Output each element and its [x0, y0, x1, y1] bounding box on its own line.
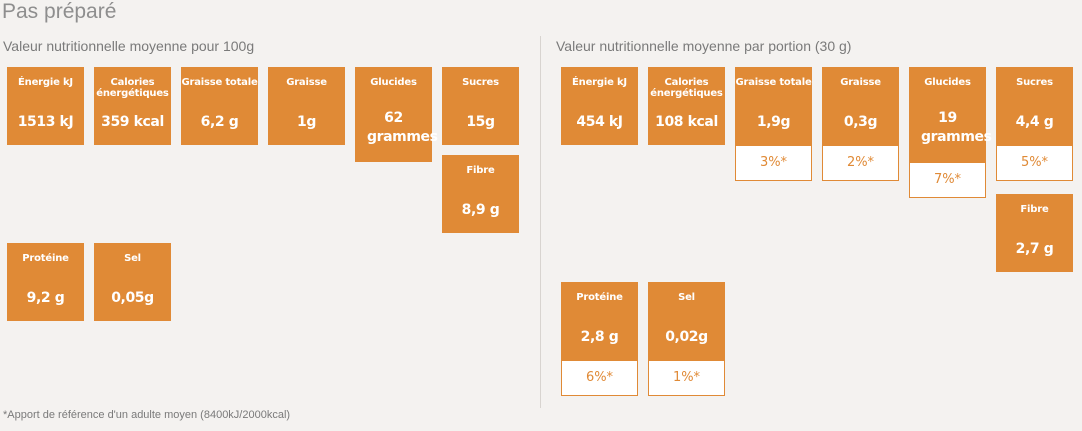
per100g-sugars-box: Sucres 15g [442, 67, 519, 145]
portion-calories-label: Calories énergétiques [650, 77, 723, 99]
portion-protein-value: 2,8 g [580, 329, 619, 345]
per100g-fat-box: Graisse 1g [268, 67, 345, 145]
per-portion-heading: Valeur nutritionnelle moyenne par portio… [556, 38, 852, 54]
portion-carbs-box: Glucides 19 grammes [909, 67, 992, 162]
per100g-calories-label: Calories énergétiques [96, 77, 169, 99]
portion-sugars-label: Sucres [1016, 77, 1053, 88]
portion-protein-box: Protéine 2,8 g [561, 282, 638, 360]
per100g-calories-value: 359 kcal [101, 114, 164, 130]
per100g-energy-kj-value: 1513 kJ [17, 114, 74, 130]
per100g-carbs-value: 62 grammes [367, 110, 438, 145]
page-title: Pas préparé [2, 0, 117, 23]
per100g-total-fat-value: 6,2 g [200, 114, 239, 130]
portion-fibre-box: Fibre 2,7 g [996, 194, 1073, 272]
per100g-energy-kj-box: Énergie kJ 1513 kJ [7, 67, 84, 145]
per100g-salt-box: Sel 0,05g [94, 243, 171, 321]
per100g-protein-box: Protéine 9,2 g [7, 243, 84, 321]
portion-carbs-pct: 7%* [909, 162, 986, 198]
portion-total-fat-value: 1,9g [756, 114, 791, 130]
portion-fibre-label: Fibre [1020, 204, 1049, 215]
per100g-total-fat-box: Graisse totale 6,2 g [181, 67, 258, 145]
footnote: *Apport de référence d'un adulte moyen (… [3, 409, 291, 421]
per100g-sugars-value: 15g [466, 114, 495, 130]
portion-total-fat-pct: 3%* [735, 145, 812, 181]
portion-fibre-value: 2,7 g [1015, 241, 1054, 257]
portion-fat-pct: 2%* [822, 145, 899, 181]
column-divider [540, 36, 541, 408]
portion-fat-box: Graisse 0,3g [822, 67, 899, 145]
per100g-carbs-box: Glucides 62 grammes [355, 67, 438, 162]
portion-energy-kj-label: Énergie kJ [572, 77, 627, 88]
portion-total-fat-box: Graisse totale 1,9g [735, 67, 812, 145]
per100g-protein-value: 9,2 g [26, 290, 65, 306]
portion-carbs-value: 19 grammes [921, 110, 992, 145]
per100g-fibre-value: 8,9 g [461, 202, 500, 218]
per100g-calories-box: Calories énergétiques 359 kcal [94, 67, 171, 145]
portion-energy-kj-value: 454 kJ [576, 114, 623, 130]
per100g-fibre-box: Fibre 8,9 g [442, 155, 519, 233]
portion-calories-box: Calories énergétiques 108 kcal [648, 67, 725, 145]
per100g-fat-label: Graisse [286, 77, 327, 88]
portion-carbs-label: Glucides [924, 77, 971, 88]
portion-sugars-pct: 5%* [996, 145, 1073, 181]
per100g-fibre-label: Fibre [466, 165, 495, 176]
portion-salt-label: Sel [678, 292, 695, 303]
per100g-salt-label: Sel [124, 253, 141, 264]
per100g-salt-value: 0,05g [111, 290, 154, 306]
per100g-carbs-label: Glucides [370, 77, 417, 88]
per100g-protein-label: Protéine [22, 253, 69, 264]
per100g-total-fat-label: Graisse totale [181, 77, 258, 88]
per100g-energy-kj-label: Énergie kJ [18, 77, 73, 88]
portion-protein-label: Protéine [576, 292, 623, 303]
portion-salt-box: Sel 0,02g [648, 282, 725, 360]
per100g-fat-value: 1g [297, 114, 316, 130]
per-100g-heading: Valeur nutritionnelle moyenne pour 100g [3, 38, 255, 54]
portion-fat-label: Graisse [840, 77, 881, 88]
portion-energy-kj-box: Énergie kJ 454 kJ [561, 67, 638, 145]
portion-salt-value: 0,02g [665, 329, 708, 345]
portion-sugars-value: 4,4 g [1015, 114, 1054, 130]
portion-fat-value: 0,3g [843, 114, 878, 130]
per100g-sugars-label: Sucres [462, 77, 499, 88]
portion-total-fat-label: Graisse totale [735, 77, 812, 88]
portion-salt-pct: 1%* [648, 360, 725, 396]
portion-protein-pct: 6%* [561, 360, 638, 396]
portion-calories-value: 108 kcal [655, 114, 718, 130]
portion-sugars-box: Sucres 4,4 g [996, 67, 1073, 145]
